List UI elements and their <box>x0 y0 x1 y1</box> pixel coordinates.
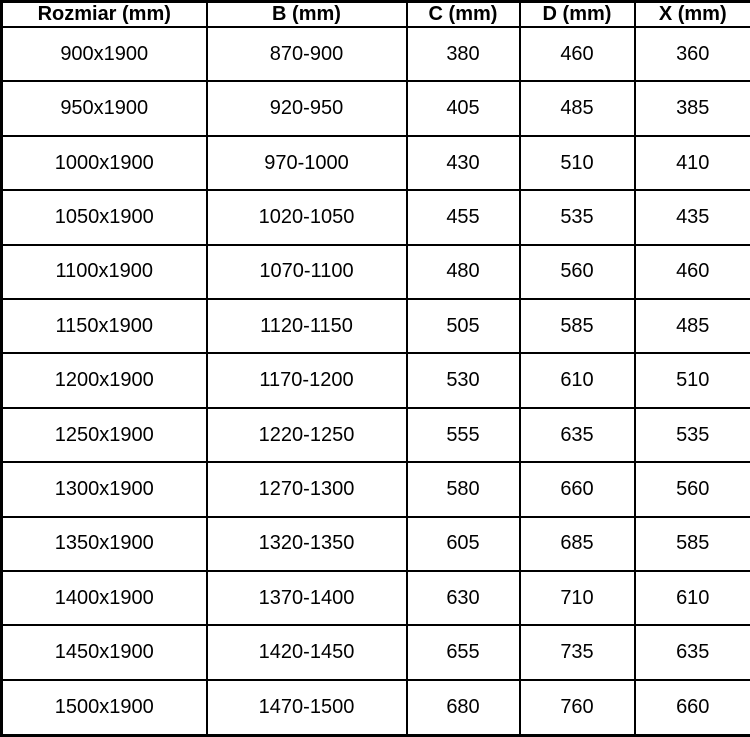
table-row: 1500x1900 1470-1500 680 760 660 <box>0 678 750 737</box>
table-cell: 710 <box>518 570 636 627</box>
table-cell: 1320-1350 <box>205 515 408 573</box>
table-cell: 1370-1400 <box>205 570 408 627</box>
table-cell: 435 <box>633 189 750 246</box>
table-cell: 1150x1900 <box>0 298 208 355</box>
table-cell: 460 <box>518 25 636 83</box>
table-cell: 530 <box>405 352 521 409</box>
table-cell: 1500x1900 <box>0 678 208 737</box>
table-row: 900x1900 870-900 380 460 360 <box>0 25 750 83</box>
table-row: 950x1900 920-950 405 485 385 <box>0 80 750 137</box>
table-cell: 900x1900 <box>0 25 208 83</box>
table-body: 900x1900 870-900 380 460 360 950x1900 920-950 4… <box>0 25 750 737</box>
table-cell: 485 <box>633 298 750 355</box>
table-cell: 460 <box>633 243 750 301</box>
table-cell: 660 <box>518 461 636 518</box>
table-cell: 1350x1900 <box>0 515 208 573</box>
table-row: 1000x1900 970-1000 430 510 410 <box>0 134 750 192</box>
table-cell: 485 <box>518 80 636 137</box>
table-row: 1450x1900 1420-1450 655 735 635 <box>0 624 750 681</box>
table-cell: 605 <box>405 515 521 573</box>
table-row: 1400x1900 1370-1400 630 710 610 <box>0 570 750 627</box>
table-cell: 1250x1900 <box>0 406 208 464</box>
table-cell: 610 <box>633 570 750 627</box>
table-cell: 870-900 <box>205 25 408 83</box>
table-cell: 1000x1900 <box>0 134 208 192</box>
table-row: 1300x1900 1270-1300 580 660 560 <box>0 461 750 518</box>
table-row: 1350x1900 1320-1350 605 685 585 <box>0 515 750 573</box>
table-cell: 970-1000 <box>205 134 408 192</box>
table-cell: 1170-1200 <box>205 352 408 409</box>
table-cell: 1200x1900 <box>0 352 208 409</box>
table-cell: 920-950 <box>205 80 408 137</box>
table-cell: 510 <box>518 134 636 192</box>
column-header-c: C (mm) <box>405 0 521 28</box>
table-cell: 950x1900 <box>0 80 208 137</box>
table-cell: 585 <box>633 515 750 573</box>
table-cell: 360 <box>633 25 750 83</box>
table-row: 1250x1900 1220-1250 555 635 535 <box>0 406 750 464</box>
table-cell: 685 <box>518 515 636 573</box>
table-cell: 455 <box>405 189 521 246</box>
table-cell: 430 <box>405 134 521 192</box>
table-cell: 660 <box>633 678 750 737</box>
table-cell: 560 <box>518 243 636 301</box>
table-header-row: Rozmiar (mm) B (mm) C (mm) D (mm) X (mm) <box>0 0 750 28</box>
table-cell: 635 <box>518 406 636 464</box>
column-header-d: D (mm) <box>518 0 636 28</box>
table-cell: 510 <box>633 352 750 409</box>
table-cell: 380 <box>405 25 521 83</box>
table-cell: 535 <box>518 189 636 246</box>
table-cell: 1300x1900 <box>0 461 208 518</box>
table-cell: 405 <box>405 80 521 137</box>
column-header-b: B (mm) <box>205 0 408 28</box>
table-cell: 1420-1450 <box>205 624 408 681</box>
table-row: 1050x1900 1020-1050 455 535 435 <box>0 189 750 246</box>
table-cell: 630 <box>405 570 521 627</box>
table-cell: 1220-1250 <box>205 406 408 464</box>
table-cell: 1400x1900 <box>0 570 208 627</box>
table-cell: 480 <box>405 243 521 301</box>
table-cell: 680 <box>405 678 521 737</box>
table-cell: 760 <box>518 678 636 737</box>
table-cell: 655 <box>405 624 521 681</box>
table-cell: 635 <box>633 624 750 681</box>
table-cell: 1470-1500 <box>205 678 408 737</box>
table-cell: 1270-1300 <box>205 461 408 518</box>
table-cell: 1050x1900 <box>0 189 208 246</box>
table-row: 1150x1900 1120-1150 505 585 485 <box>0 298 750 355</box>
column-header-x: X (mm) <box>633 0 750 28</box>
table-header: Rozmiar (mm) B (mm) C (mm) D (mm) X (mm) <box>0 0 750 28</box>
table-cell: 610 <box>518 352 636 409</box>
table-cell: 580 <box>405 461 521 518</box>
table-cell: 505 <box>405 298 521 355</box>
table-cell: 555 <box>405 406 521 464</box>
table-cell: 585 <box>518 298 636 355</box>
table-cell: 1100x1900 <box>0 243 208 301</box>
table-cell: 385 <box>633 80 750 137</box>
table-cell: 1120-1150 <box>205 298 408 355</box>
table-cell: 735 <box>518 624 636 681</box>
table-row: 1200x1900 1170-1200 530 610 510 <box>0 352 750 409</box>
table-cell: 560 <box>633 461 750 518</box>
table-cell: 1450x1900 <box>0 624 208 681</box>
table-cell: 535 <box>633 406 750 464</box>
table-row: 1100x1900 1070-1100 480 560 460 <box>0 243 750 301</box>
table-cell: 1070-1100 <box>205 243 408 301</box>
table-cell: 1020-1050 <box>205 189 408 246</box>
column-header-rozmiar: Rozmiar (mm) <box>0 0 208 28</box>
table-cell: 410 <box>633 134 750 192</box>
